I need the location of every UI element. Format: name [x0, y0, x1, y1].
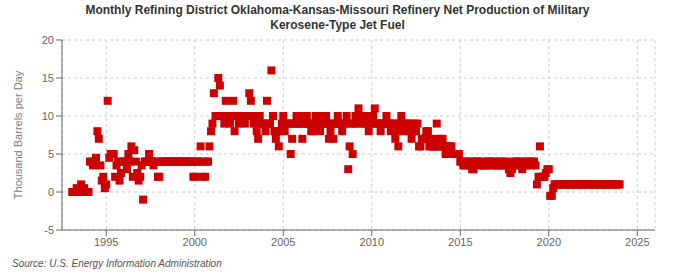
svg-text:Thousand Barrels per Day: Thousand Barrels per Day [12, 70, 24, 199]
svg-text:2015: 2015 [448, 236, 472, 248]
html-text:Kerosene-Type Jet Fuel: Kerosene-Type Jet Fuel [270, 18, 405, 32]
svg-text:20: 20 [42, 34, 54, 46]
svg-text:10: 10 [42, 110, 54, 122]
svg-text:15: 15 [42, 72, 54, 84]
html-text:Monthly Refining District Okla: Monthly Refining District Oklahoma-Kansa… [85, 3, 590, 17]
svg-text:2020: 2020 [537, 236, 561, 248]
svg-text:1995: 1995 [94, 236, 118, 248]
svg-text:0: 0 [48, 186, 54, 198]
svg-text:2005: 2005 [271, 236, 295, 248]
svg-text:2010: 2010 [360, 236, 384, 248]
svg-text:2000: 2000 [183, 236, 207, 248]
svg-text:2025: 2025 [625, 236, 649, 248]
html-text:Source: U.S. Energy Informatio: Source: U.S. Energy Information Administ… [12, 258, 222, 269]
svg-text:-5: -5 [44, 224, 54, 236]
svg-text:5: 5 [48, 148, 54, 160]
